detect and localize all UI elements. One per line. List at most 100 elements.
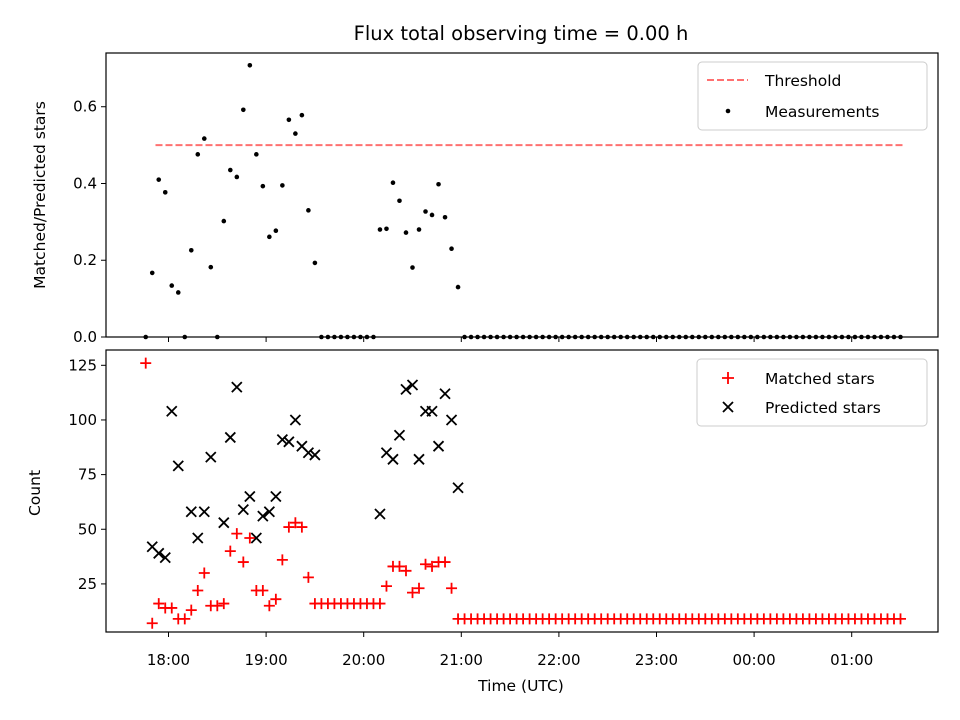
top-y-tick-label: 0.6 — [73, 98, 97, 116]
top-panel: Flux total observing time = 0.00 h 0.00.… — [31, 22, 939, 346]
top-y-tick-label: 0.2 — [73, 251, 97, 269]
matched-star-point — [231, 528, 243, 540]
matched-star-point — [400, 565, 412, 577]
measurement-point — [403, 230, 409, 235]
predicted-star-point — [153, 547, 165, 559]
matched-star-point — [179, 613, 191, 625]
bottom-plot-area — [140, 357, 906, 629]
matched-star-point — [263, 600, 275, 612]
legend-matched-label: Matched stars — [765, 370, 875, 388]
legend-measurements-label: Measurements — [765, 103, 880, 121]
x-tick-label: 00:00 — [732, 651, 775, 669]
measurement-point — [254, 152, 259, 157]
matched-star-point — [446, 582, 458, 594]
measurement-point — [280, 183, 285, 188]
top-y-axis-label: Matched/Predicted stars — [31, 101, 49, 289]
bottom-panel: 25 50 75 100 125 18:00 19:00 20:00 21:00 22:00 23… — [26, 349, 939, 695]
measurement-point — [286, 117, 292, 123]
predicted-star-point — [400, 383, 412, 395]
predicted-star-point — [406, 379, 419, 391]
predicted-star-point — [244, 490, 256, 503]
predicted-star-point — [445, 414, 458, 426]
bottom-y-tick-label: 25 — [78, 575, 97, 593]
measurement-point — [397, 198, 402, 204]
measurement-point — [442, 214, 448, 220]
bottom-legend: Matched stars Predicted stars — [696, 358, 928, 427]
predicted-star-point — [439, 388, 451, 400]
measurement-point — [429, 212, 435, 218]
measurement-point — [201, 136, 207, 141]
measurement-point — [234, 174, 240, 180]
measurement-point — [149, 270, 155, 276]
measurement-point — [410, 265, 415, 270]
predicted-star-point — [172, 460, 184, 472]
predicted-star-point — [289, 414, 302, 426]
predicted-star-point — [192, 532, 204, 544]
matched-star-point — [426, 560, 438, 572]
measurement-point — [188, 247, 194, 253]
measurement-point — [175, 290, 181, 295]
measurement-point — [162, 190, 168, 195]
matched-star-point — [270, 593, 282, 605]
legend-matched-marker — [722, 372, 734, 384]
top-legend: Threshold Measurements — [697, 61, 928, 131]
matched-star-point — [420, 558, 432, 570]
matched-star-point — [393, 560, 405, 572]
measurement-point — [208, 264, 214, 270]
measurement-point — [169, 283, 175, 288]
x-tick-label: 20:00 — [342, 651, 385, 669]
predicted-star-point — [250, 532, 262, 544]
predicted-star-point — [387, 453, 399, 465]
measurement-point — [299, 112, 305, 118]
predicted-star-point — [185, 506, 197, 518]
matched-star-point — [146, 617, 158, 629]
bottom-y-axis-label: Count — [26, 470, 44, 516]
predicted-star-point — [198, 506, 210, 518]
predicted-star-point — [205, 451, 217, 463]
matched-star-point — [237, 556, 249, 568]
matched-star-point — [413, 582, 425, 594]
predicted-star-point — [276, 433, 289, 446]
matched-star-point — [218, 598, 230, 610]
predicted-star-point — [374, 508, 386, 520]
predicted-star-point — [166, 405, 178, 417]
measurement-point — [241, 107, 246, 113]
measurement-point — [384, 226, 389, 232]
measurement-point — [416, 227, 422, 232]
measurement-point — [306, 208, 311, 213]
x-tick-label: 01:00 — [830, 651, 873, 669]
matched-star-point — [140, 357, 152, 369]
bottom-y-tick-label: 75 — [78, 466, 97, 484]
measurement-point — [377, 227, 383, 232]
matched-star-point — [198, 567, 210, 579]
predicted-star-point — [413, 453, 425, 465]
x-tick-label: 18:00 — [147, 651, 190, 669]
matched-star-point — [895, 613, 906, 625]
predicted-star-point — [224, 431, 236, 444]
predicted-star-point — [283, 436, 295, 448]
predicted-star-point — [270, 490, 282, 503]
measurement-point — [390, 180, 396, 186]
measurement-point — [195, 152, 201, 157]
top-axes-frame — [105, 52, 939, 338]
legend-measurement-marker — [725, 108, 731, 114]
matched-star-point — [166, 602, 178, 614]
matched-star-point — [289, 517, 301, 529]
measurement-point — [156, 177, 162, 182]
matched-star-point — [192, 584, 204, 596]
legend-threshold-label: Threshold — [764, 72, 841, 90]
measurement-point — [423, 209, 428, 214]
matched-star-point — [257, 584, 269, 596]
predicted-star-point — [237, 503, 249, 516]
matched-star-point — [439, 556, 451, 568]
matched-star-point — [380, 580, 392, 592]
measurement-point — [455, 284, 461, 290]
measurement-point — [312, 260, 318, 266]
legend-predicted-label: Predicted stars — [765, 399, 881, 417]
predicted-star-point — [393, 429, 406, 441]
matched-star-point — [374, 598, 386, 610]
measurement-point — [247, 62, 253, 68]
measurement-point — [293, 131, 298, 136]
predicted-star-point — [263, 506, 275, 518]
bottom-y-tick-label: 125 — [68, 356, 97, 374]
